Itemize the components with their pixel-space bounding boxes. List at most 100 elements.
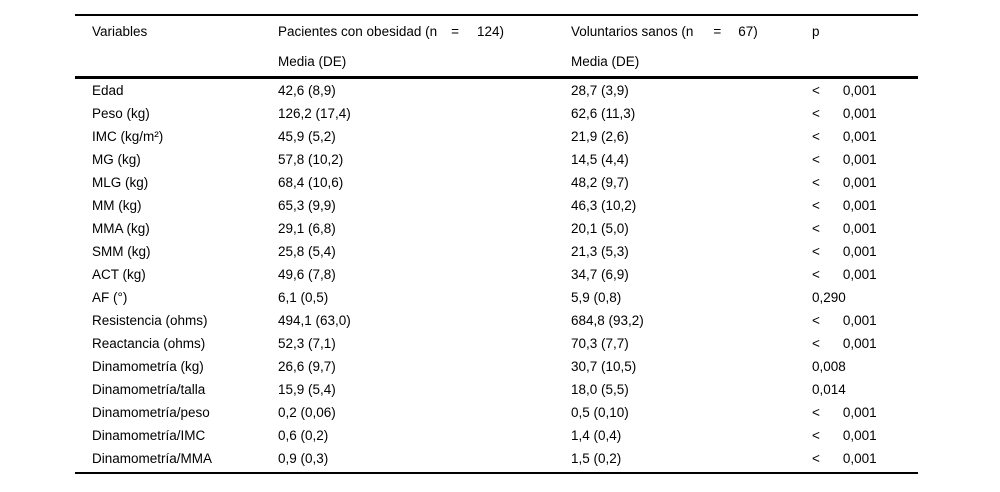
row-healthy-mean-sd: 0,5 (0,10) (571, 405, 629, 420)
p-value: 0,001 (842, 428, 877, 443)
row-healthy-mean-sd: 20,1 (5,0) (571, 221, 629, 236)
p-less-than-sign: < (812, 221, 820, 236)
p-less-than-sign: < (812, 106, 820, 121)
row-healthy-mean-sd: 28,7 (3,9) (571, 83, 629, 98)
row-obese-mean-sd: 52,3 (7,1) (278, 336, 336, 351)
p-less-than-sign: < (812, 152, 820, 167)
p-value: 0,001 (842, 313, 877, 328)
row-variable-label: Dinamometría (kg) (92, 359, 204, 374)
table-row: Dinamometría/MMA 0,9 (0,3) 1,5 (0,2) <0,001 (75, 447, 918, 470)
row-variable-label: MG (kg) (92, 152, 141, 167)
row-variable-label: IMC (kg/m²) (92, 129, 164, 144)
table-row: IMC (kg/m²) 45,9 (5,2) 21,9 (2,6) <0,001 (75, 125, 918, 148)
row-p-value-cell: <0,001 (812, 401, 918, 424)
p-value: 0,001 (842, 152, 877, 167)
p-value: 0,001 (842, 129, 877, 144)
column-header-healthy-group: Voluntarios sanos (n = 67) (571, 24, 812, 39)
p-less-than-sign: < (812, 428, 820, 443)
column-header-variables: Variables (92, 23, 148, 39)
row-healthy-mean-sd: 21,3 (5,3) (571, 244, 629, 259)
table-header-rule (75, 76, 918, 79)
row-variable-label: Dinamometría/MMA (92, 451, 213, 466)
row-variable-label: MLG (kg) (92, 175, 149, 190)
p-value: 0,001 (842, 267, 877, 282)
obese-group-equals: = (451, 23, 459, 39)
row-variable-label: Edad (92, 83, 124, 98)
p-value: 0,001 (842, 405, 877, 420)
p-value: 0,001 (842, 336, 877, 351)
table-row: Dinamometría/IMC 0,6 (0,2) 1,4 (0,4) <0,001 (75, 424, 918, 447)
table-row: MLG (kg) 68,4 (10,6) 48,2 (9,7) <0,001 (75, 171, 918, 194)
table-row: Dinamometría/talla 15,9 (5,4) 18,0 (5,5) 0,… (75, 378, 918, 401)
row-healthy-mean-sd: 62,6 (11,3) (571, 106, 636, 121)
p-less-than-sign: < (812, 244, 820, 259)
row-variable-label: Peso (kg) (92, 106, 150, 121)
p-value: 0,008 (812, 359, 846, 374)
row-obese-mean-sd: 0,6 (0,2) (278, 428, 329, 443)
row-obese-mean-sd: 25,8 (5,4) (278, 244, 336, 259)
row-p-value-cell: <0,001 (812, 148, 918, 171)
row-variable-label: MMA (kg) (92, 221, 150, 236)
row-p-value-cell: 0,290 (812, 286, 918, 309)
p-value: 0,001 (842, 106, 877, 121)
row-p-value-cell: <0,001 (812, 263, 918, 286)
row-obese-mean-sd: 494,1 (63,0) (278, 313, 351, 328)
row-obese-mean-sd: 42,6 (8,9) (278, 83, 336, 98)
healthy-group-label: Voluntarios sanos (n (571, 23, 694, 39)
p-value: 0,001 (842, 198, 877, 213)
table-row: AF (°) 6,1 (0,5) 5,9 (0,8) 0,290 (75, 286, 918, 309)
row-p-value-cell: <0,001 (812, 194, 918, 217)
healthy-group-subheader: Media (DE) (571, 53, 640, 69)
table-row: Dinamometría/peso 0,2 (0,06) 0,5 (0,10) <0,… (75, 401, 918, 424)
p-value: 0,001 (842, 175, 877, 190)
row-obese-mean-sd: 0,2 (0,06) (278, 405, 336, 420)
healthy-group-equals: = (713, 23, 722, 39)
table-body: Edad 42,6 (8,9) 28,7 (3,9) <0,001 Peso (kg) 1… (75, 79, 918, 470)
obese-group-subheader: Media (DE) (278, 53, 347, 69)
row-healthy-mean-sd: 14,5 (4,4) (571, 152, 629, 167)
p-less-than-sign: < (812, 336, 820, 351)
row-p-value-cell: <0,001 (812, 240, 918, 263)
row-healthy-mean-sd: 1,5 (0,2) (571, 451, 622, 466)
row-variable-label: AF (°) (92, 290, 128, 305)
row-obese-mean-sd: 49,6 (7,8) (278, 267, 336, 282)
row-obese-mean-sd: 26,6 (9,7) (278, 359, 336, 374)
p-less-than-sign: < (812, 129, 820, 144)
p-less-than-sign: < (812, 313, 820, 328)
p-value: 0,001 (842, 83, 877, 98)
obese-group-label: Pacientes con obesidad (n (278, 23, 438, 39)
column-header-p: p (812, 23, 820, 39)
row-healthy-mean-sd: 684,8 (93,2) (571, 313, 644, 328)
table-row: MG (kg) 57,8 (10,2) 14,5 (4,4) <0,001 (75, 148, 918, 171)
table-top-rule (75, 14, 918, 16)
row-obese-mean-sd: 126,2 (17,4) (278, 106, 351, 121)
table-row: MMA (kg) 29,1 (6,8) 20,1 (5,0) <0,001 (75, 217, 918, 240)
row-obese-mean-sd: 45,9 (5,2) (278, 129, 336, 144)
row-variable-label: Dinamometría/peso (92, 405, 210, 420)
p-value: 0,001 (842, 244, 877, 259)
row-healthy-mean-sd: 21,9 (2,6) (571, 129, 629, 144)
p-less-than-sign: < (812, 83, 820, 98)
row-healthy-mean-sd: 5,9 (0,8) (571, 290, 622, 305)
row-obese-mean-sd: 6,1 (0,5) (278, 290, 329, 305)
table-row: ACT (kg) 49,6 (7,8) 34,7 (6,9) <0,001 (75, 263, 918, 286)
comparison-table: Variables Pacientes con obesidad (n = 124)… (75, 0, 918, 492)
row-variable-label: Reactancia (ohms) (92, 336, 206, 351)
row-obese-mean-sd: 57,8 (10,2) (278, 152, 344, 167)
table-row: Peso (kg) 126,2 (17,4) 62,6 (11,3) <0,001 (75, 102, 918, 125)
p-less-than-sign: < (812, 175, 820, 190)
row-obese-mean-sd: 68,4 (10,6) (278, 175, 344, 190)
obese-group-n: 124) (477, 23, 505, 39)
table-row: Dinamometría (kg) 26,6 (9,7) 30,7 (10,5) 0,… (75, 355, 918, 378)
table-row: Edad 42,6 (8,9) 28,7 (3,9) <0,001 (75, 79, 918, 102)
row-p-value-cell: 0,008 (812, 355, 918, 378)
row-variable-label: ACT (kg) (92, 267, 146, 282)
row-p-value-cell: <0,001 (812, 171, 918, 194)
row-healthy-mean-sd: 30,7 (10,5) (571, 359, 637, 374)
row-obese-mean-sd: 0,9 (0,3) (278, 451, 329, 466)
row-healthy-mean-sd: 70,3 (7,7) (571, 336, 629, 351)
table-header-row-1: Variables Pacientes con obesidad (n = 124)… (75, 16, 918, 46)
table-row: MM (kg) 65,3 (9,9) 46,3 (10,2) <0,001 (75, 194, 918, 217)
row-healthy-mean-sd: 46,3 (10,2) (571, 198, 637, 213)
